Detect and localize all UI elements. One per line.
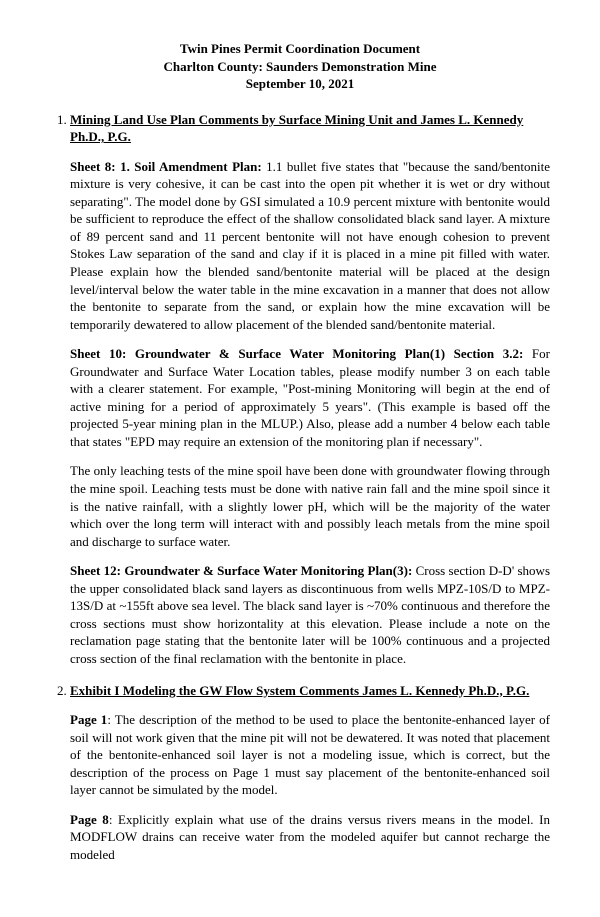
sheet-8-label: Sheet 8: 1. Soil Amendment Plan: — [70, 159, 262, 174]
sheet-12-paragraph: Sheet 12: Groundwater & Surface Water Mo… — [70, 562, 550, 667]
header-line-2: Charlton County: Saunders Demonstration … — [50, 58, 550, 76]
page-1-paragraph: Page 1: The description of the method to… — [70, 711, 550, 799]
page-8-paragraph: Page 8: Explicitly explain what use of t… — [70, 811, 550, 864]
sheet-8-body: 1.1 bullet five states that "because the… — [70, 159, 550, 332]
page-1-label: Page 1 — [70, 712, 107, 727]
leaching-body: The only leaching tests of the mine spoi… — [70, 463, 550, 548]
section-2: Exhibit I Modeling the GW Flow System Co… — [70, 682, 550, 864]
sheet-10-body: For Groundwater and Surface Water Locati… — [70, 346, 550, 449]
sheet-8-paragraph: Sheet 8: 1. Soil Amendment Plan: 1.1 bul… — [70, 158, 550, 333]
header-line-3: September 10, 2021 — [50, 75, 550, 93]
section-2-title: Exhibit I Modeling the GW Flow System Co… — [70, 683, 529, 698]
header-line-1: Twin Pines Permit Coordination Document — [50, 40, 550, 58]
page-8-label: Page 8 — [70, 812, 109, 827]
section-1-title: Mining Land Use Plan Comments by Surface… — [70, 112, 523, 145]
section-1: Mining Land Use Plan Comments by Surface… — [70, 111, 550, 668]
main-list: Mining Land Use Plan Comments by Surface… — [50, 111, 550, 864]
sheet-10-paragraph: Sheet 10: Groundwater & Surface Water Mo… — [70, 345, 550, 450]
sheet-10-label: Sheet 10: Groundwater & Surface Water Mo… — [70, 346, 523, 361]
document-header: Twin Pines Permit Coordination Document … — [50, 40, 550, 93]
sheet-12-body: Cross section D-D' shows the upper conso… — [70, 563, 550, 666]
sheet-12-label: Sheet 12: Groundwater & Surface Water Mo… — [70, 563, 412, 578]
page-1-body: : The description of the method to be us… — [70, 712, 550, 797]
page-8-body: : Explicitly explain what use of the dra… — [70, 812, 550, 862]
leaching-paragraph: The only leaching tests of the mine spoi… — [70, 462, 550, 550]
